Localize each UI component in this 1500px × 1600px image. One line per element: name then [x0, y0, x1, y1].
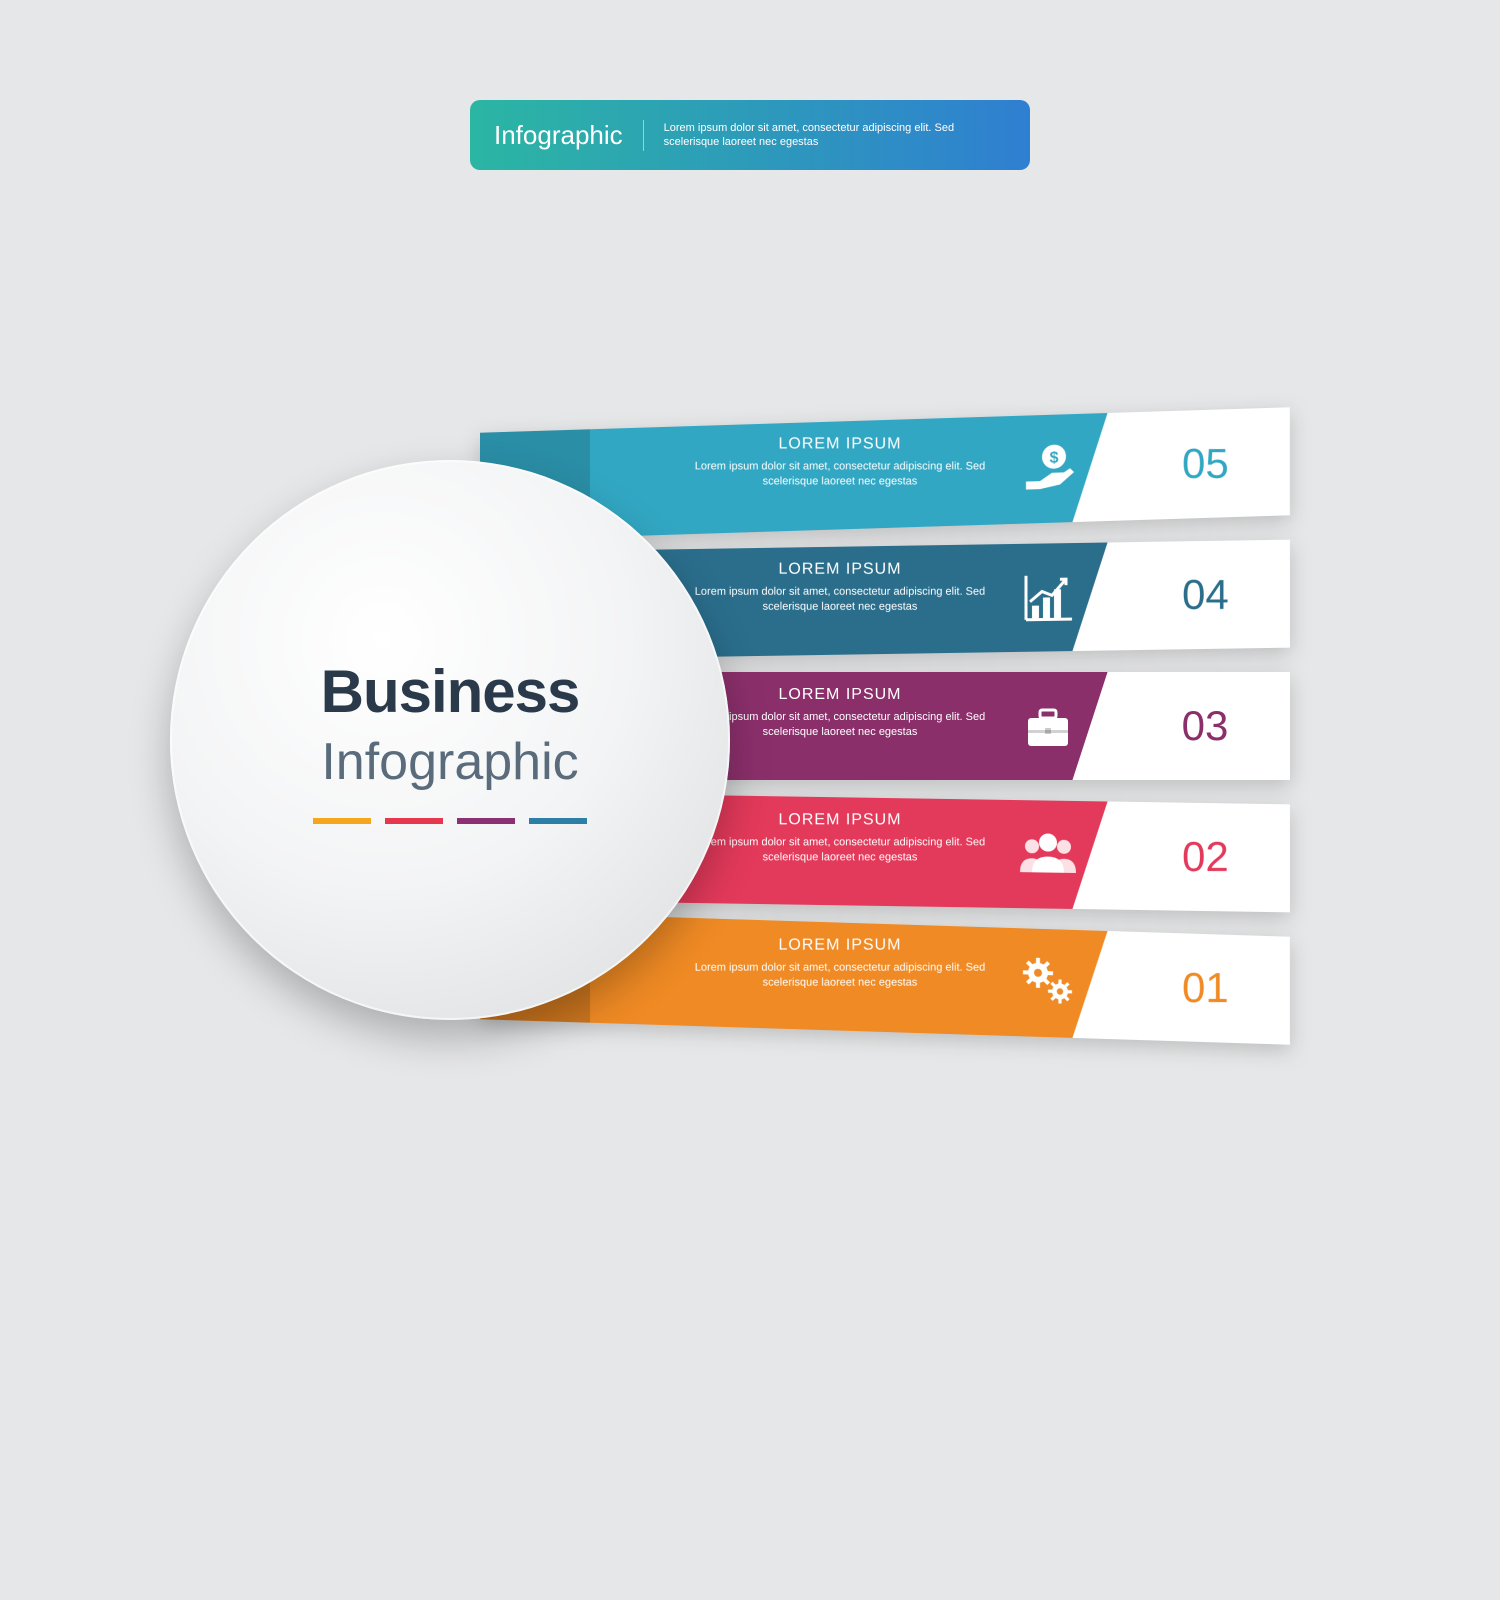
underline-dash: [457, 818, 515, 824]
underline-row: [313, 818, 587, 824]
bar-title: LOREM IPSUM: [690, 811, 990, 829]
bar-text: LOREM IPSUM Lorem ipsum dolor sit amet, c…: [690, 561, 990, 615]
bar-title: LOREM IPSUM: [690, 435, 990, 453]
bar-desc: Lorem ipsum dolor sit amet, consectetur …: [690, 710, 990, 740]
bar-number-tab: 03: [1120, 672, 1290, 780]
underline-dash: [385, 818, 443, 824]
bar-number: 04: [1182, 571, 1229, 619]
bar-number: 03: [1182, 702, 1229, 750]
bar-desc: Lorem ipsum dolor sit amet, consectetur …: [690, 961, 990, 991]
bar-number-tab: 01: [1120, 931, 1290, 1044]
bar-title: LOREM IPSUM: [690, 561, 990, 579]
bar-number: 05: [1182, 440, 1229, 488]
bar-number-tab: 05: [1120, 407, 1290, 520]
people-icon: [1020, 826, 1076, 883]
bar-text: LOREM IPSUM Lorem ipsum dolor sit amet, c…: [690, 435, 990, 489]
bar-desc: Lorem ipsum dolor sit amet, consectetur …: [690, 585, 990, 615]
bar-number-tab: 02: [1120, 802, 1290, 913]
underline-dash: [529, 818, 587, 824]
infographic-stage: LOREM IPSUM Lorem ipsum dolor sit amet, c…: [210, 420, 1290, 1060]
growth-chart-icon: [1020, 569, 1076, 626]
header-label: Infographic: [494, 120, 644, 151]
bar-title: LOREM IPSUM: [690, 937, 990, 955]
center-circle: Business Infographic: [170, 460, 730, 1020]
header-pill: Infographic Lorem ipsum dolor sit amet, …: [470, 100, 1030, 170]
bar-desc: Lorem ipsum dolor sit amet, consectetur …: [690, 835, 990, 865]
bar-number-tab: 04: [1120, 540, 1290, 651]
bar-number: 01: [1182, 964, 1229, 1012]
briefcase-icon: [1020, 698, 1076, 754]
circle-subtitle: Infographic: [321, 732, 578, 792]
bar-text: LOREM IPSUM Lorem ipsum dolor sit amet, c…: [690, 811, 990, 865]
bar-text: LOREM IPSUM Lorem ipsum dolor sit amet, c…: [690, 686, 990, 740]
bar-text: LOREM IPSUM Lorem ipsum dolor sit amet, c…: [690, 937, 990, 991]
gears-icon: [1020, 954, 1076, 1012]
circle-title: Business: [321, 657, 580, 726]
header-subtitle: Lorem ipsum dolor sit amet, consectetur …: [644, 121, 964, 150]
bar-title: LOREM IPSUM: [690, 686, 990, 704]
money-hand-icon: [1020, 440, 1076, 498]
underline-dash: [313, 818, 371, 824]
bar-number: 02: [1182, 833, 1229, 881]
bar-desc: Lorem ipsum dolor sit amet, consectetur …: [690, 459, 990, 489]
